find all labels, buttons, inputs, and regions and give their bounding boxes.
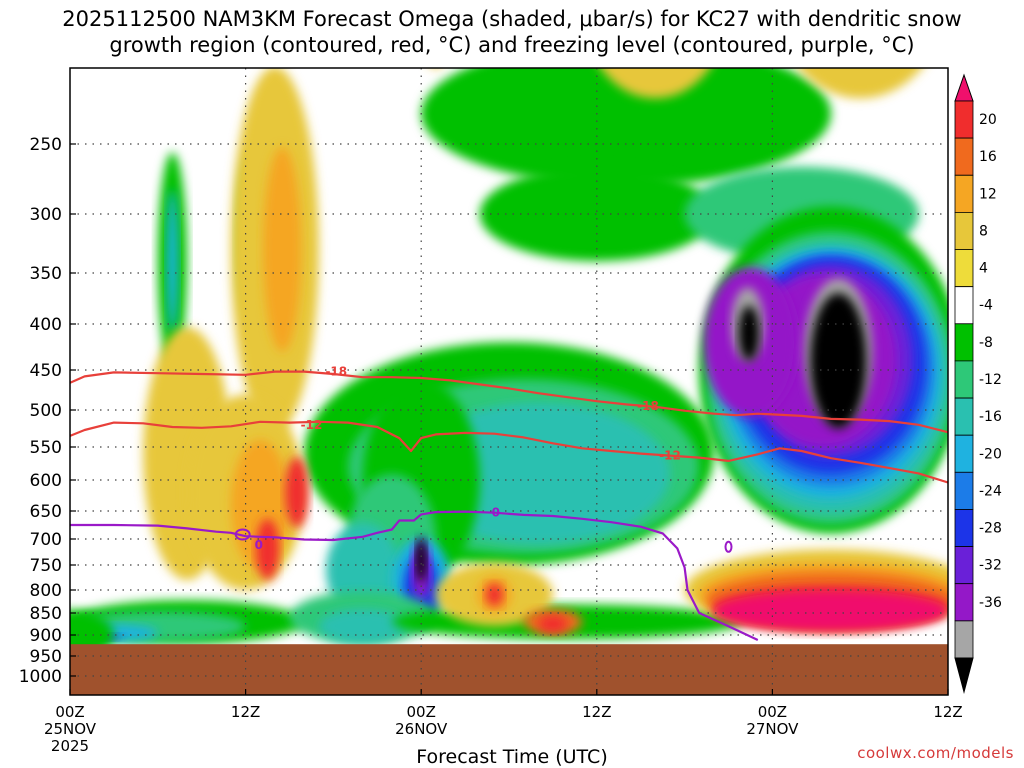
contour-labels: -18 -18 -12 -12 0 0 [255, 365, 681, 553]
axes: 2503003504004505005506006507007508008509… [19, 135, 963, 755]
y-tick-label: 1000 [19, 667, 62, 687]
colorbar-label: -4 [979, 298, 993, 314]
colorbar-top-arrow [954, 73, 974, 102]
x-tick-label: 12Z [231, 703, 260, 721]
x-tick-date-label: 2025 [51, 737, 89, 755]
colorbar-swatch [954, 471, 974, 510]
isotherm-minus12-contour [70, 420, 948, 484]
omega-blob [421, 68, 831, 186]
colorbar-swatch [954, 434, 974, 473]
x-tick-date-label: 27NOV [746, 720, 799, 738]
freezing-level-0-label: 0 [492, 506, 500, 520]
colorbar-label: 8 [979, 224, 988, 240]
x-tick-label: 12Z [582, 703, 611, 721]
y-tick-label: 500 [30, 401, 62, 421]
ground-below-surface [70, 644, 948, 695]
omega-blob [318, 609, 407, 644]
chart-title-line-2: growth region (contoured, red, °C) and f… [109, 33, 915, 57]
colorbar-label: -20 [979, 446, 1002, 462]
freezing-level-loop [724, 540, 733, 553]
colorbar-label: -24 [979, 483, 1002, 499]
omega-blob [600, 68, 710, 99]
colorbar-swatch [954, 583, 974, 622]
colorbar-swatch [954, 620, 974, 659]
isotherm-minus12-label: -12 [301, 418, 323, 432]
colorbar-label: -16 [979, 409, 1002, 425]
colorbar-bottom-arrow [954, 657, 974, 694]
colorbar-swatch [954, 397, 974, 436]
colorbar-label: 16 [979, 149, 997, 165]
x-tick-date-label: 25NOV [44, 720, 97, 738]
contours [70, 370, 948, 641]
x-tick-label: 00Z [55, 703, 84, 721]
isotherm-minus18-label: -18 [325, 365, 347, 379]
credit-text: coolwx.com/models [857, 744, 1014, 762]
colorbar-label: 20 [979, 112, 997, 128]
omega-blob [738, 305, 760, 361]
y-tick-label: 700 [30, 530, 62, 550]
colorbar-swatch [954, 323, 974, 362]
colorbar-label: -12 [979, 372, 1002, 388]
freezing-level-0-contour [70, 510, 759, 641]
colorbar-label: 4 [979, 261, 988, 277]
isotherm-minus18-contour [70, 370, 948, 434]
colorbar-swatch [954, 509, 974, 547]
x-tick-label: 00Z [758, 703, 787, 721]
colorbar-swatch [954, 546, 974, 585]
y-tick-label: 650 [30, 502, 62, 522]
isotherm-minus12-label: -12 [659, 449, 681, 463]
x-tick-label: 00Z [407, 703, 436, 721]
y-tick-label: 250 [30, 135, 62, 155]
omega-blob [479, 166, 714, 262]
omega-blob [263, 147, 302, 352]
colorbar-swatch [954, 211, 974, 250]
x-axis-title: Forecast Time (UTC) [416, 746, 608, 768]
plot-frame [69, 67, 949, 696]
colorbar-label: -32 [979, 558, 1002, 574]
colorbar: 20 16 12 8 4 -4 -8 -12 -16 -20 -24 -28 -32 -36 [954, 73, 1002, 694]
y-tick-label: 850 [30, 604, 62, 624]
colorbar-label: -28 [979, 521, 1002, 537]
y-tick-label: 800 [30, 581, 62, 601]
colorbar-swatch [954, 249, 974, 287]
omega-blob [798, 68, 922, 99]
colorbar-label: 12 [979, 186, 997, 202]
y-tick-label: 350 [30, 264, 62, 284]
chart-title-line-1: 2025112500 NAM3KM Forecast Omega (shaded… [62, 7, 962, 31]
y-tick-label: 450 [30, 361, 62, 381]
colorbar-label: -36 [979, 595, 1002, 611]
y-tick-label: 550 [30, 438, 62, 458]
y-tick-label: 750 [30, 556, 62, 576]
y-tick-label: 950 [30, 647, 62, 667]
omega-blob [416, 537, 427, 583]
isotherm-minus18-label: -18 [637, 399, 659, 413]
y-tick-label: 400 [30, 315, 62, 335]
x-tick-label: 12Z [933, 703, 962, 721]
omega-blob [166, 189, 179, 334]
omega-blob [713, 590, 948, 631]
y-tick-label: 300 [30, 205, 62, 225]
omega-blob [414, 0, 458, 68]
x-tick-date-label: 26NOV [395, 720, 448, 738]
omega-blob [285, 457, 309, 528]
colorbar-label: -8 [979, 335, 993, 351]
colorbar-swatch [954, 100, 974, 139]
omega-blob [538, 615, 568, 633]
freezing-level-loop [234, 528, 251, 541]
colorbar-swatch [954, 286, 974, 325]
colorbar-swatch [954, 174, 974, 213]
y-tick-label: 900 [30, 626, 62, 646]
freezing-level-0-label: 0 [255, 538, 263, 552]
y-tick-label: 600 [30, 471, 62, 491]
colorbar-swatch [954, 137, 974, 176]
omega-blob [485, 583, 504, 607]
colorbar-swatch [954, 360, 974, 399]
omega-blob [810, 293, 867, 429]
